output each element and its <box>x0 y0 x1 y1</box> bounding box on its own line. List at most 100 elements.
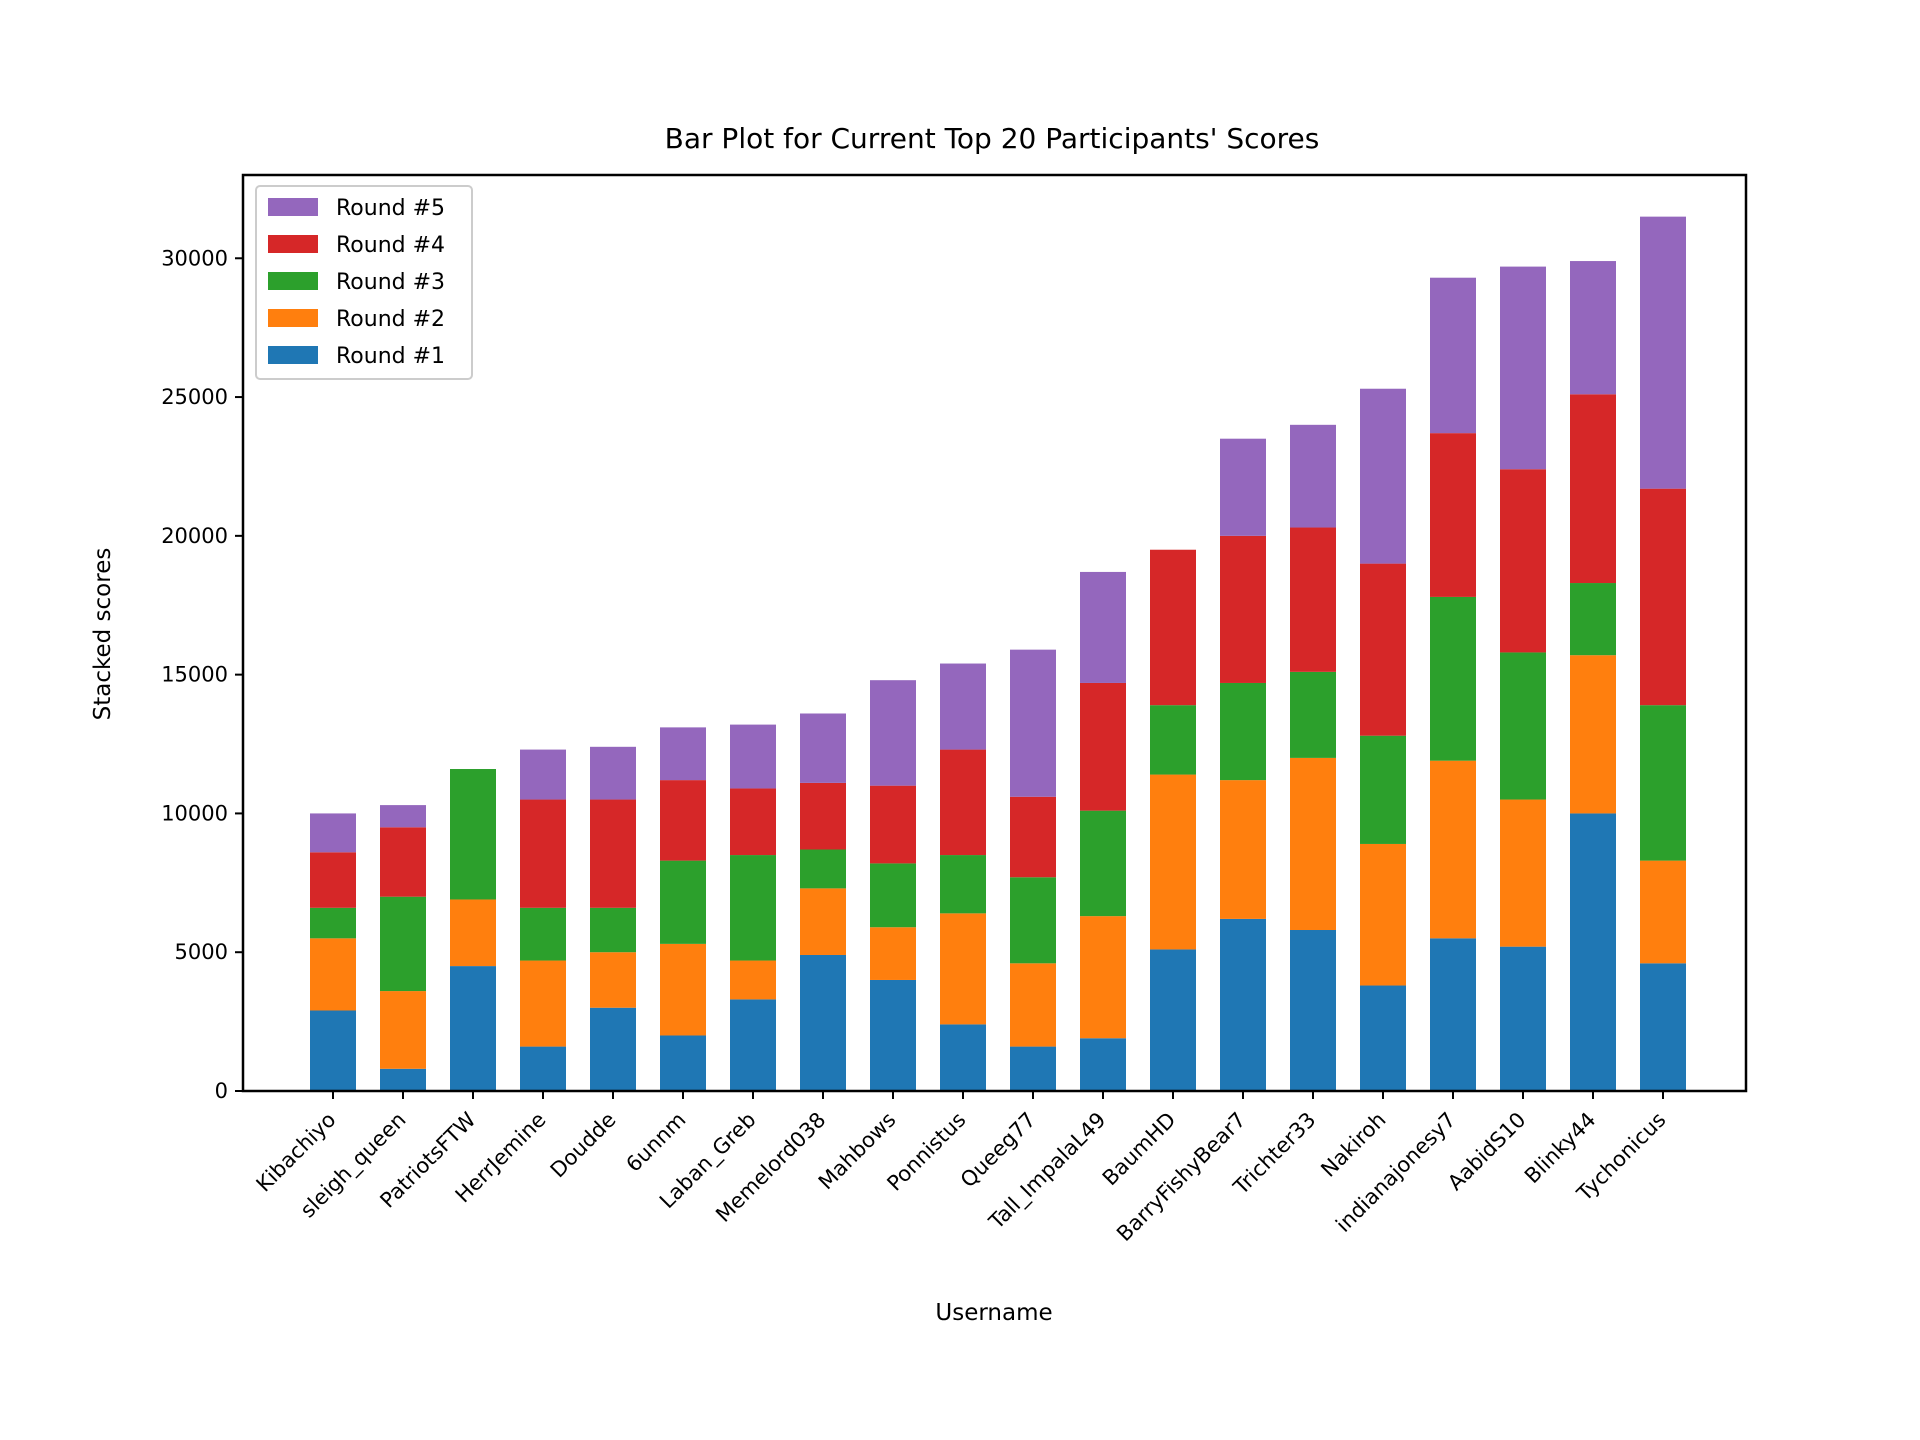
bar-segment-BarryFishyBear7-round-4 <box>1220 535 1266 683</box>
bar-segment-Trichter33-round-3 <box>1290 671 1336 758</box>
bar-segment-Blinky44-round-3 <box>1570 583 1616 656</box>
bar-segment-HerrJemine-round-2 <box>520 960 566 1047</box>
bar-segment-6unnm-round-3 <box>660 860 706 944</box>
bar-segment-Kibachiyo-round-4 <box>310 852 356 908</box>
bar-segment-Memelord038-round-4 <box>800 782 846 850</box>
bar-segment-HerrJemine-round-1 <box>520 1046 566 1091</box>
bar-segment-Doudde-round-2 <box>590 952 636 1008</box>
chart-title: Bar Plot for Current Top 20 Participants… <box>665 122 1320 155</box>
bar-segment-Laban_Greb-round-1 <box>730 999 776 1091</box>
bar-segment-BaumHD-round-1 <box>1150 949 1196 1091</box>
bar-segment-Blinky44-round-4 <box>1570 394 1616 584</box>
bar-segment-Kibachiyo-round-5 <box>310 813 356 853</box>
bar-segment-PatriotsFTW-round-1 <box>450 966 496 1091</box>
bar-segment-Kibachiyo-round-2 <box>310 938 356 1011</box>
bars-group <box>310 216 1686 1091</box>
bar-segment-Laban_Greb-round-3 <box>730 855 776 961</box>
y-tick-label: 20000 <box>161 524 228 548</box>
bar-segment-6unnm-round-5 <box>660 727 706 781</box>
bar-segment-Trichter33-round-5 <box>1290 424 1336 528</box>
bar-segment-Laban_Greb-round-5 <box>730 724 776 789</box>
y-tick-label: 30000 <box>161 246 228 270</box>
bar-segment-AabidS10-round-5 <box>1500 266 1546 470</box>
y-axis-ticks: 0 5000 10000 15000 20000 25000 30000 <box>161 246 243 1103</box>
bar-segment-sleigh_queen-round-1 <box>380 1068 426 1091</box>
bar-segment-indianajonesy7-round-5 <box>1430 277 1476 434</box>
bar-segment-Tychonicus-round-3 <box>1640 705 1686 861</box>
bar-segment-AabidS10-round-2 <box>1500 799 1546 947</box>
bar-segment-Mahbows-round-1 <box>870 979 916 1091</box>
bar-segment-Nakiroh-round-5 <box>1360 388 1406 564</box>
bar-segment-Queeg77-round-3 <box>1010 877 1056 964</box>
bar-segment-PatriotsFTW-round-2 <box>450 899 496 967</box>
bar-segment-Tychonicus-round-4 <box>1640 488 1686 706</box>
bar-segment-BarryFishyBear7-round-2 <box>1220 780 1266 919</box>
bar-segment-Ponnistus-round-5 <box>940 663 986 750</box>
bar-segment-Tychonicus-round-5 <box>1640 216 1686 489</box>
legend-swatch <box>268 309 318 327</box>
bar-segment-Nakiroh-round-1 <box>1360 985 1406 1091</box>
bar-segment-Trichter33-round-2 <box>1290 757 1336 931</box>
bar-segment-Doudde-round-5 <box>590 746 636 800</box>
bar-segment-AabidS10-round-3 <box>1500 652 1546 800</box>
bar-segment-HerrJemine-round-4 <box>520 799 566 908</box>
bar-segment-Mahbows-round-2 <box>870 927 916 980</box>
bar-segment-Kibachiyo-round-3 <box>310 907 356 939</box>
y-tick-label: 15000 <box>161 663 228 687</box>
bar-segment-Nakiroh-round-3 <box>1360 735 1406 844</box>
y-tick-label: 0 <box>215 1079 228 1103</box>
bar-segment-Queeg77-round-1 <box>1010 1046 1056 1091</box>
bar-segment-Laban_Greb-round-4 <box>730 788 776 856</box>
bar-segment-BarryFishyBear7-round-1 <box>1220 918 1266 1091</box>
bar-segment-HerrJemine-round-3 <box>520 907 566 961</box>
bar-segment-AabidS10-round-1 <box>1500 946 1546 1091</box>
bar-segment-6unnm-round-4 <box>660 780 706 861</box>
legend-label: Round #4 <box>336 233 445 258</box>
bar-segment-BarryFishyBear7-round-5 <box>1220 438 1266 536</box>
legend: Round #5 Round #4 Round #3 Round #2 Round #1 <box>255 185 473 380</box>
y-tick-label: 5000 <box>175 940 228 964</box>
bar-segment-Tychonicus-round-1 <box>1640 963 1686 1091</box>
x-tick-label: Tall_ImpalaL49 <box>984 1108 1112 1236</box>
bar-segment-sleigh_queen-round-3 <box>380 896 426 992</box>
bar-segment-Memelord038-round-3 <box>800 849 846 889</box>
legend-label: Round #5 <box>336 196 445 221</box>
bar-segment-Laban_Greb-round-2 <box>730 960 776 1000</box>
bar-segment-sleigh_queen-round-5 <box>380 805 426 828</box>
bar-segment-Memelord038-round-2 <box>800 888 846 955</box>
bar-segment-Doudde-round-1 <box>590 1007 636 1091</box>
bar-segment-BaumHD-round-3 <box>1150 705 1196 775</box>
plot-frame <box>241 173 1748 1093</box>
bar-segment-sleigh_queen-round-2 <box>380 991 426 1069</box>
bar-segment-indianajonesy7-round-4 <box>1430 433 1476 597</box>
x-tick-label: Doudde <box>546 1108 621 1183</box>
bar-segment-Mahbows-round-4 <box>870 785 916 864</box>
bar-segment-Blinky44-round-2 <box>1570 655 1616 814</box>
bar-segment-Tychonicus-round-2 <box>1640 860 1686 964</box>
bar-segment-BarryFishyBear7-round-3 <box>1220 682 1266 781</box>
x-tick-label: BarryFishyBear7 <box>1112 1108 1250 1246</box>
bar-segment-Blinky44-round-1 <box>1570 813 1616 1091</box>
x-axis-ticks: Kibachiyosleigh_queenPatriotsFTWHerrJemi… <box>252 1091 1671 1246</box>
bar-segment-Trichter33-round-1 <box>1290 930 1336 1091</box>
bar-segment-indianajonesy7-round-1 <box>1430 938 1476 1091</box>
x-axis-label: Username <box>935 1300 1052 1326</box>
legend-label: Round #2 <box>336 307 445 332</box>
bar-segment-Queeg77-round-2 <box>1010 963 1056 1047</box>
legend-frame <box>255 185 473 380</box>
bar-segment-BaumHD-round-4 <box>1150 549 1196 706</box>
bar-segment-Memelord038-round-1 <box>800 954 846 1091</box>
bar-segment-Ponnistus-round-4 <box>940 749 986 856</box>
bar-segment-Doudde-round-4 <box>590 799 636 908</box>
legend-label: Round #1 <box>336 344 445 369</box>
y-tick-label: 25000 <box>161 385 228 409</box>
bar-segment-Ponnistus-round-2 <box>940 913 986 1025</box>
bar-segment-Mahbows-round-3 <box>870 863 916 928</box>
legend-swatch <box>268 346 318 364</box>
legend-label: Round #3 <box>336 270 445 295</box>
bar-segment-Tall_ImpalaL49-round-4 <box>1080 682 1126 811</box>
bar-segment-Memelord038-round-5 <box>800 713 846 783</box>
bar-segment-6unnm-round-2 <box>660 943 706 1036</box>
bar-segment-Ponnistus-round-1 <box>940 1024 986 1091</box>
